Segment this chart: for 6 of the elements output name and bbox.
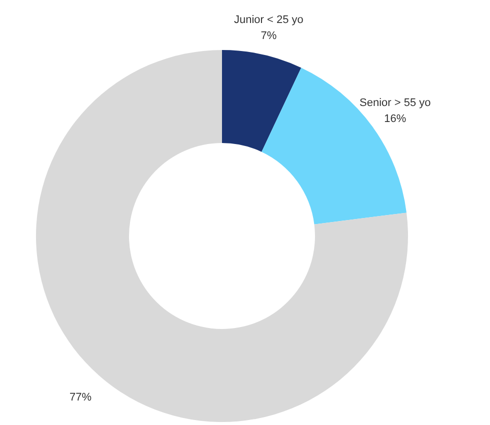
donut-slice — [222, 50, 302, 152]
data-label: 77% — [69, 392, 92, 404]
data-label: 7% — [260, 30, 277, 42]
data-label: 16% — [384, 113, 406, 126]
slice-label: Junior < 25 yo — [234, 14, 304, 26]
slice-label: Senior > 55 yo — [360, 97, 431, 110]
